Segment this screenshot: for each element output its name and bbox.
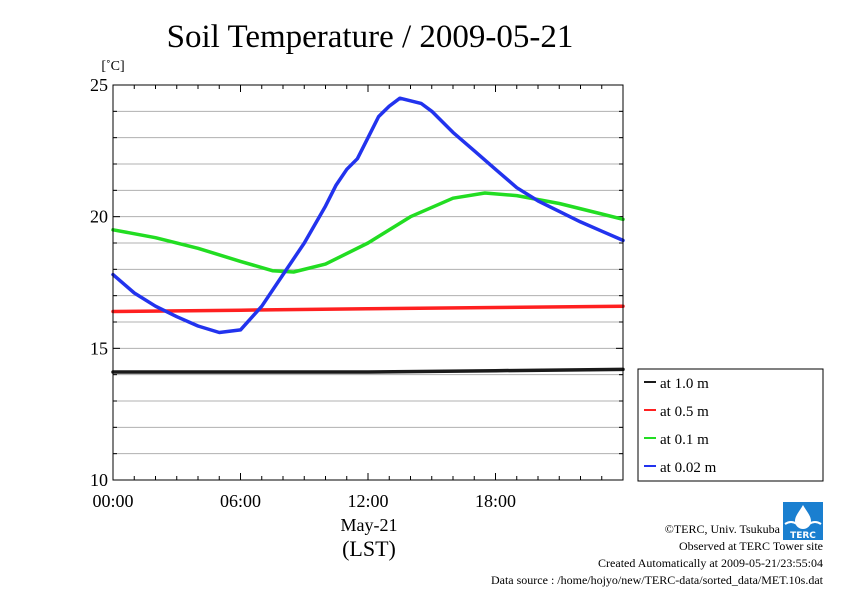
x-axis-date-label: May-21 <box>341 515 398 535</box>
chart-title: Soil Temperature / 2009-05-21 <box>167 19 574 55</box>
legend-label: at 0.5 m <box>660 404 709 420</box>
y-tick-label: 15 <box>90 338 108 358</box>
legend-label: at 1.0 m <box>660 376 709 392</box>
y-tick-label: 10 <box>90 470 108 490</box>
data-source-text: Data source : /home/hojyo/new/TERC-data/… <box>490 573 823 587</box>
plot-frame <box>112 84 624 481</box>
series-line <box>111 367 625 374</box>
x-tick-label: 12:00 <box>347 491 388 511</box>
x-tick-label: 06:00 <box>220 491 261 511</box>
y-axis-unit-label: [˚C] <box>101 59 124 74</box>
series-lines <box>111 96 625 374</box>
created-text: Created Automatically at 2009-05-21/23:5… <box>598 556 823 570</box>
y-tick-label: 20 <box>90 207 108 227</box>
x-tick-label: 18:00 <box>475 491 516 511</box>
series-line <box>111 191 625 274</box>
series-line <box>111 304 625 314</box>
terc-logo: TERC <box>783 502 823 540</box>
legend-label: at 0.02 m <box>660 460 717 476</box>
grid <box>113 110 623 455</box>
legend-box <box>637 368 824 482</box>
legend-label: at 0.1 m <box>660 432 709 448</box>
y-tick-label: 25 <box>90 75 108 95</box>
x-axis-timezone-label: (LST) <box>342 536 396 561</box>
copyright-text: ©TERC, Univ. Tsukuba <box>664 522 780 536</box>
legend: at 1.0 m at 0.5 m at 0.1 m at 0.02 m <box>637 368 824 482</box>
series-line <box>111 96 625 335</box>
x-tick-label: 00:00 <box>92 491 133 511</box>
observed-text: Observed at TERC Tower site <box>678 539 823 553</box>
logo-text: TERC <box>790 531 816 540</box>
axis-ticks: 10 15 20 25 00:00 06:00 12:00 18:00 <box>90 75 623 511</box>
